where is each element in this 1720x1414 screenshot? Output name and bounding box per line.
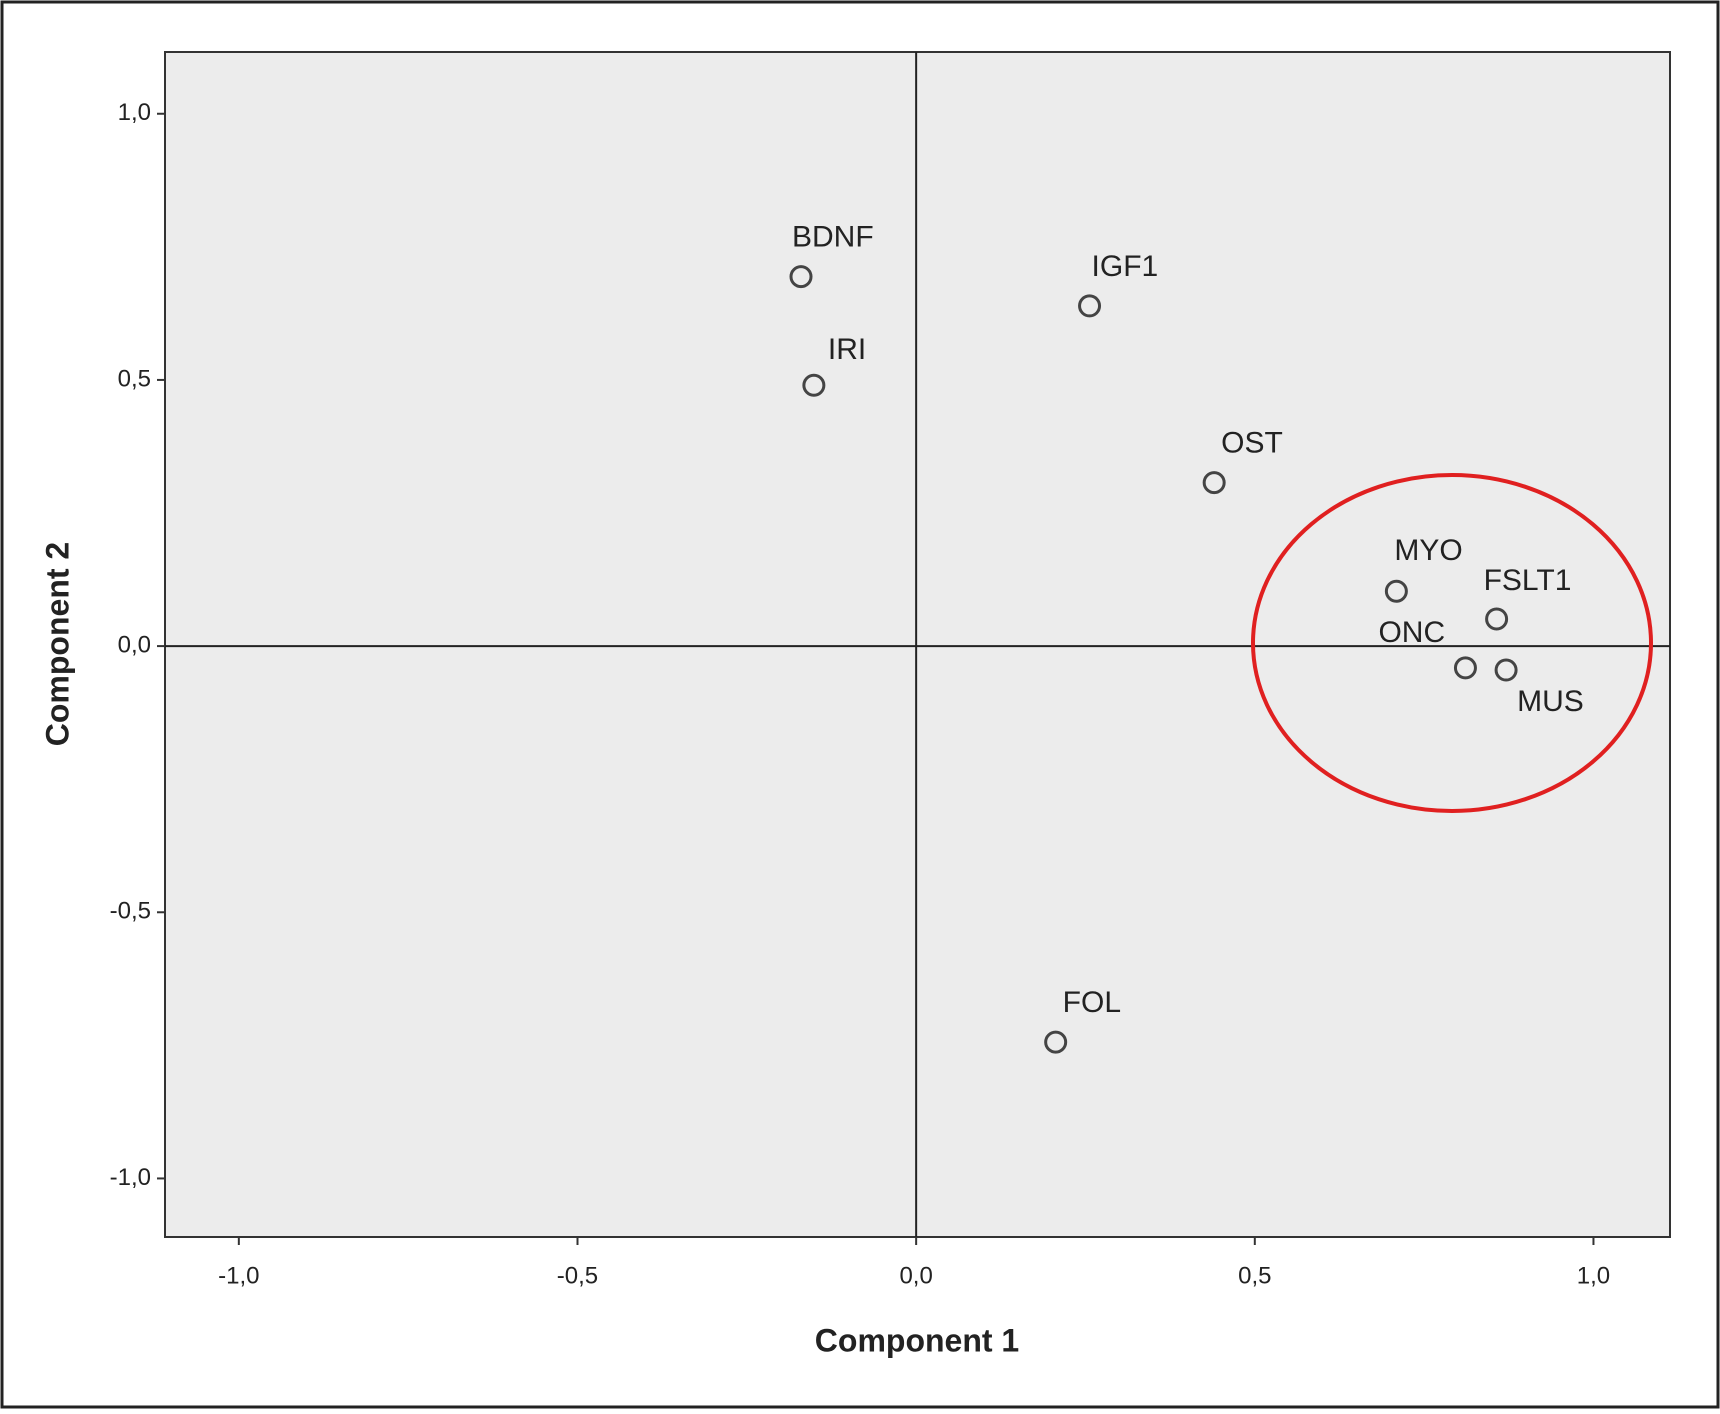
- point-label: FSLT1: [1484, 564, 1572, 597]
- point: [1453, 656, 1477, 680]
- x-tick-label: 0,5: [1238, 1262, 1271, 1289]
- highlight-ellipse: [1251, 473, 1653, 813]
- plot-area: [164, 51, 1671, 1238]
- y-axis-title: Component 2: [39, 542, 75, 746]
- y-tick-label: 0,0: [118, 631, 151, 658]
- point: [1078, 294, 1102, 318]
- x-tick-label: -1,0: [218, 1262, 259, 1289]
- y-tick-label: -0,5: [110, 898, 151, 925]
- point-label: OST: [1221, 427, 1283, 460]
- x-axis-title: Component 1: [815, 1322, 1019, 1358]
- y-tick-label: 1,0: [118, 99, 151, 126]
- point-label: IRI: [828, 333, 866, 366]
- x-tick-label: 1,0: [1577, 1262, 1610, 1289]
- y-tick-label: -1,0: [110, 1164, 151, 1191]
- point: [1202, 471, 1226, 495]
- x-tick-label: 0,0: [899, 1262, 932, 1289]
- y-tick-label: 0,5: [118, 365, 151, 392]
- point: [1494, 658, 1518, 682]
- point: [1044, 1030, 1068, 1054]
- point-label: FOL: [1063, 986, 1121, 1019]
- point-label: ONC: [1378, 616, 1445, 649]
- point: [789, 265, 813, 289]
- point-label: MYO: [1394, 534, 1462, 567]
- point: [802, 373, 826, 397]
- point-label: MUS: [1517, 685, 1584, 718]
- point-label: BDNF: [792, 221, 874, 254]
- point: [1485, 607, 1509, 631]
- point: [1384, 579, 1408, 603]
- x-tick-label: -0,5: [557, 1262, 598, 1289]
- point-label: IGF1: [1092, 250, 1159, 283]
